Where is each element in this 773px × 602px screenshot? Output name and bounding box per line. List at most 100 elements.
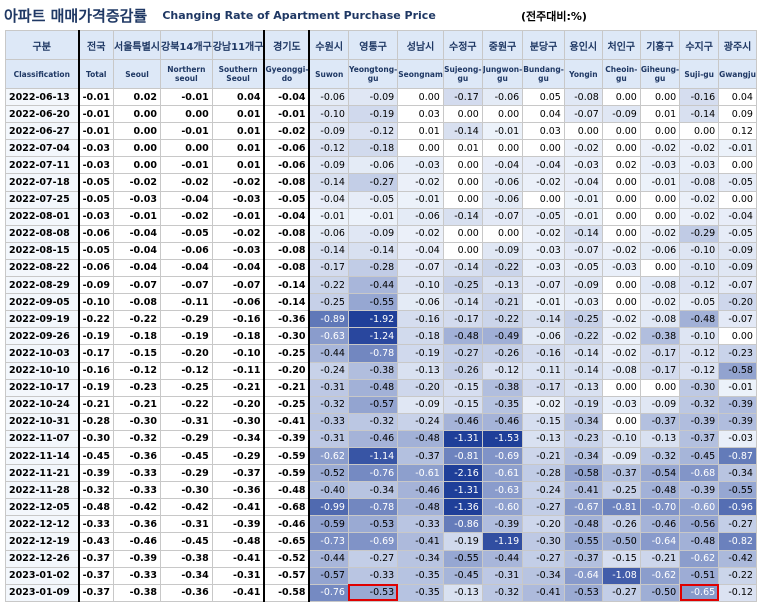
value-cell: -0.14 [442,207,483,226]
value-cell: -0.30 [263,327,311,346]
value-cell: -0.17 [522,378,565,397]
value-cell: -0.13 [481,276,524,295]
value-cell: -0.35 [481,395,524,414]
value-cell: -0.05 [718,224,757,243]
title-korean: 아파트 매매가격증감률 [4,7,148,25]
value-cell: -0.06 [522,327,565,346]
value-cell: 0.00 [679,122,720,141]
value-cell: -0.39 [263,429,311,448]
value-cell: -0.37 [78,566,114,585]
value-cell: -0.31 [308,378,349,397]
value-cell: -0.05 [522,207,565,226]
value-cell: -0.06 [639,241,681,260]
value-cell: -0.06 [78,224,114,243]
value-cell: -0.41 [211,549,266,568]
value-cell: 0.00 [639,207,681,226]
value-cell: -0.70 [639,498,681,517]
value-cell: -0.69 [481,446,524,466]
value-cell: -0.13 [397,361,444,380]
value-cell: -0.19 [160,327,213,346]
value-cell: -0.18 [211,327,266,346]
value-cell: -0.03 [522,258,565,278]
table-row: 2022-12-05 -0.48 -0.42 -0.42 -0.41 -0.68 -0.99… [5,498,757,517]
value-cell: -0.33 [78,515,114,534]
value-cell: -0.14 [679,105,720,124]
value-cell: -0.44 [308,344,349,363]
value-cell: -0.09 [347,224,399,243]
value-cell: 0.00 [522,139,565,158]
value-cell: -0.28 [78,412,114,431]
column-header-en: Sujeong-gu [442,59,483,89]
value-cell: 0.00 [639,378,681,397]
value-cell: 0.00 [397,139,444,158]
value-cell: -0.07 [113,276,161,295]
value-cell: -0.48 [679,310,720,329]
value-cell: -0.23 [718,344,757,363]
value-cell: -0.22 [308,276,349,295]
value-cell: -0.34 [347,481,399,500]
value-cell: -0.05 [347,190,399,209]
value-cell: -0.01 [78,105,114,124]
row-date: 2022-09-26 [5,327,80,346]
column-header-ko: 구분 [5,30,80,60]
value-cell: -2.16 [442,464,483,483]
value-cell: -0.02 [211,224,266,243]
column-header-en: Classification [5,59,80,89]
value-cell: -0.38 [481,378,524,397]
row-date: 2022-10-31 [5,412,80,431]
value-cell: -0.15 [522,412,565,431]
row-date: 2022-10-17 [5,378,80,397]
value-cell: -0.20 [211,395,266,414]
value-cell: -0.32 [347,412,399,431]
value-cell: -0.27 [522,549,565,568]
row-date: 2022-08-29 [5,276,80,295]
value-cell: -0.26 [601,515,641,534]
value-cell: -0.02 [522,224,565,243]
value-cell: -0.59 [263,464,311,483]
value-cell: -0.22 [481,258,524,278]
value-cell: 0.00 [442,224,483,243]
value-cell: -0.01 [639,173,681,192]
value-cell: -0.78 [347,498,399,517]
value-cell: -0.46 [639,515,681,534]
value-cell: -0.44 [481,549,524,568]
value-cell: -0.53 [347,515,399,534]
value-cell: 0.00 [442,105,483,124]
value-cell: -0.14 [442,258,483,278]
value-cell: -0.03 [211,241,266,260]
value-cell: -0.21 [522,446,565,466]
row-date: 2022-06-27 [5,122,80,141]
value-cell: -0.30 [160,481,213,500]
value-cell: -0.08 [679,173,720,192]
value-cell: -0.60 [679,498,720,517]
column-header-en: Gyeonggi-do [263,59,311,89]
column-header-en: Suji-gu [679,59,720,89]
column-header-ko: 전국 [78,30,114,60]
value-cell: -0.65 [679,583,720,602]
value-cell: -0.05 [78,190,114,209]
value-cell: -0.32 [78,481,114,500]
row-date: 2022-11-28 [5,481,80,500]
value-cell: -0.02 [601,344,641,363]
value-cell: -0.21 [639,549,681,568]
value-cell: -0.09 [308,156,349,175]
column-header-en: Gwangju [718,59,757,89]
value-cell: -0.30 [679,378,720,397]
value-cell: -0.05 [160,224,213,243]
value-cell: 0.00 [442,241,483,260]
value-cell: -0.12 [308,139,349,158]
value-cell: -0.14 [442,293,483,312]
value-cell: -0.02 [601,310,641,329]
value-cell: -0.07 [718,276,757,295]
value-cell: 0.00 [113,105,161,124]
value-cell: -0.46 [113,532,161,551]
row-date: 2022-10-03 [5,344,80,363]
value-cell: -0.48 [263,481,311,500]
value-cell: -0.33 [113,481,161,500]
column-header-ko: 수지구 [679,30,720,60]
value-cell: -0.05 [78,173,114,192]
value-cell: -0.87 [718,446,757,466]
value-cell: -0.16 [211,310,266,329]
value-cell: -0.17 [639,344,681,363]
